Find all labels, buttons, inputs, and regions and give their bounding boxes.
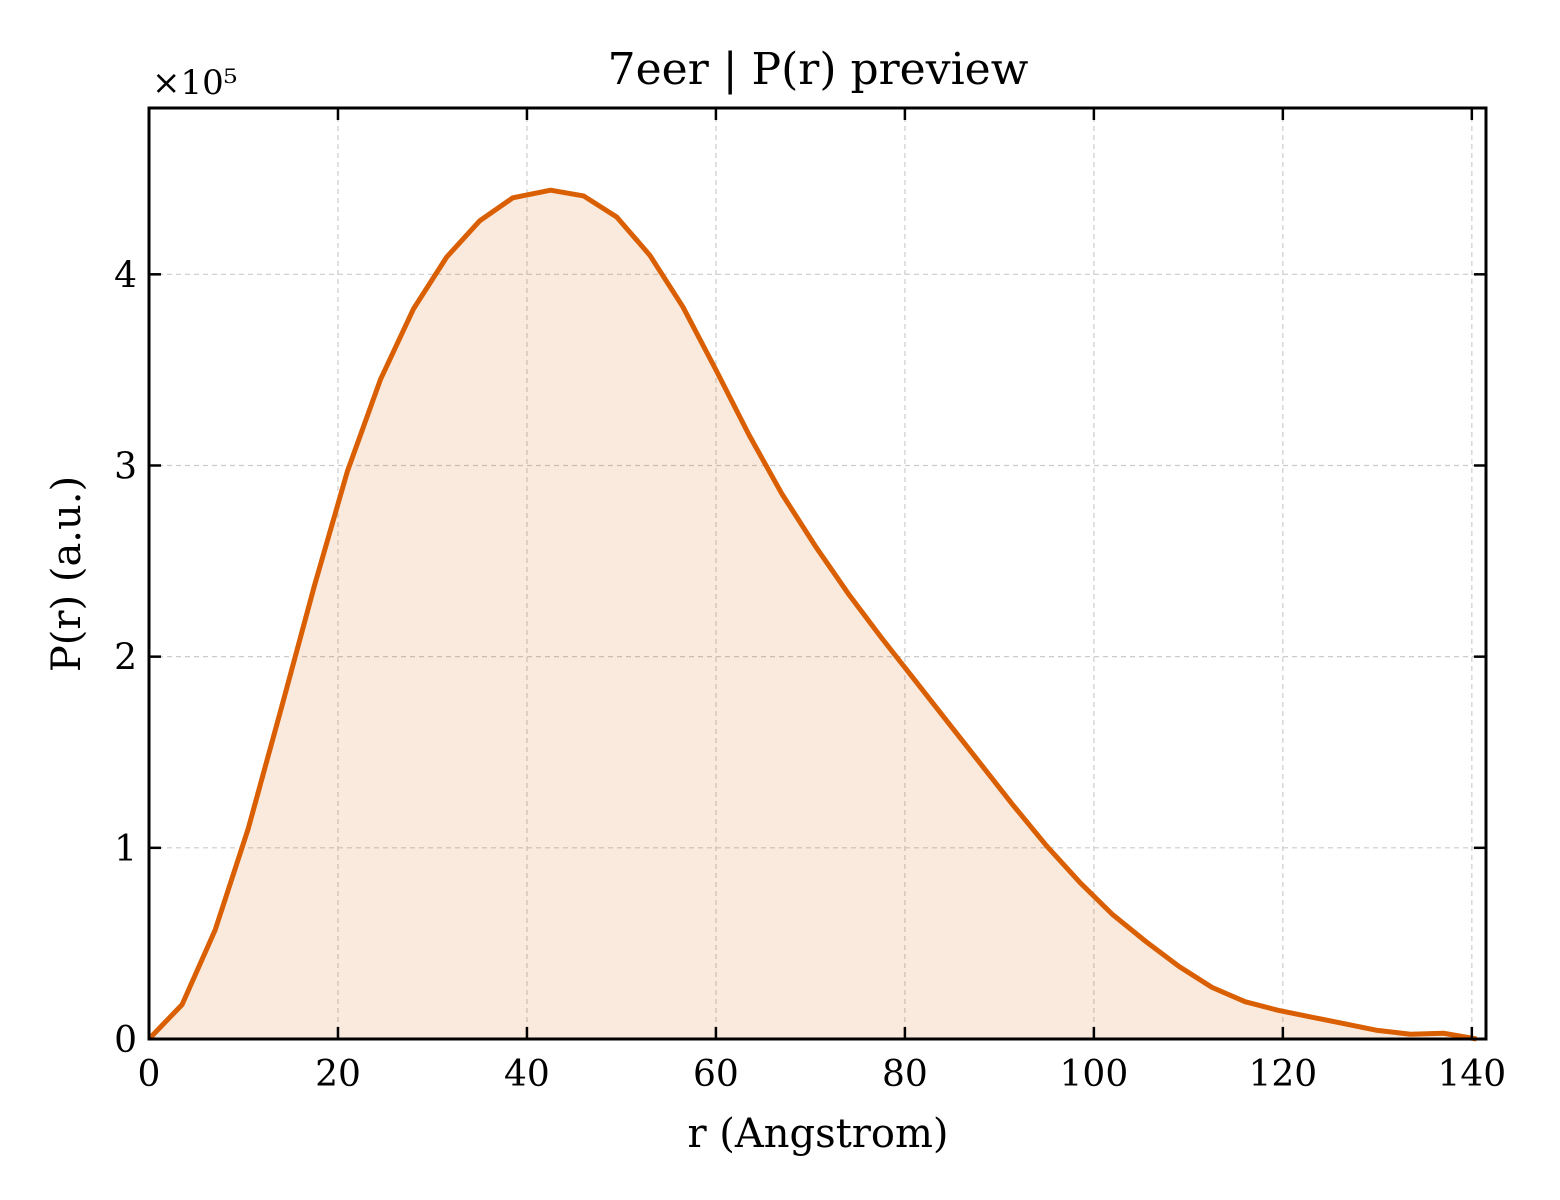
y-tick-label: 4 [114,255,137,296]
pr-area-fill [149,190,1477,1039]
grid-lines [149,108,1486,1039]
x-tick-label: 140 [1437,1054,1506,1095]
y-axis-label: P(r) (a.u.) [44,476,90,672]
x-tick-label: 60 [693,1054,739,1095]
chart-title: 7eer | P(r) preview [608,44,1029,95]
x-tick-label: 120 [1248,1054,1317,1095]
x-tick-label: 0 [138,1054,161,1095]
y-tick-label: 3 [114,446,137,487]
pr-curve-line [147,187,1477,1042]
x-tick-label: 80 [882,1054,928,1095]
tick-labels: 0 20 40 60 80 100 120 140 0 1 2 3 4 [114,255,1506,1095]
x-tick-label: 100 [1060,1054,1129,1095]
y-tick-label: 2 [114,638,137,679]
y-tick-label: 0 [114,1020,137,1061]
x-axis-label: r (Angstrom) [687,1111,948,1157]
x-tick-label: 40 [504,1054,550,1095]
plot-frame [147,106,1488,1041]
y-axis-multiplier: ×10⁵ [152,63,237,103]
x-tick-label: 20 [315,1054,361,1095]
y-tick-label: 1 [114,829,137,870]
